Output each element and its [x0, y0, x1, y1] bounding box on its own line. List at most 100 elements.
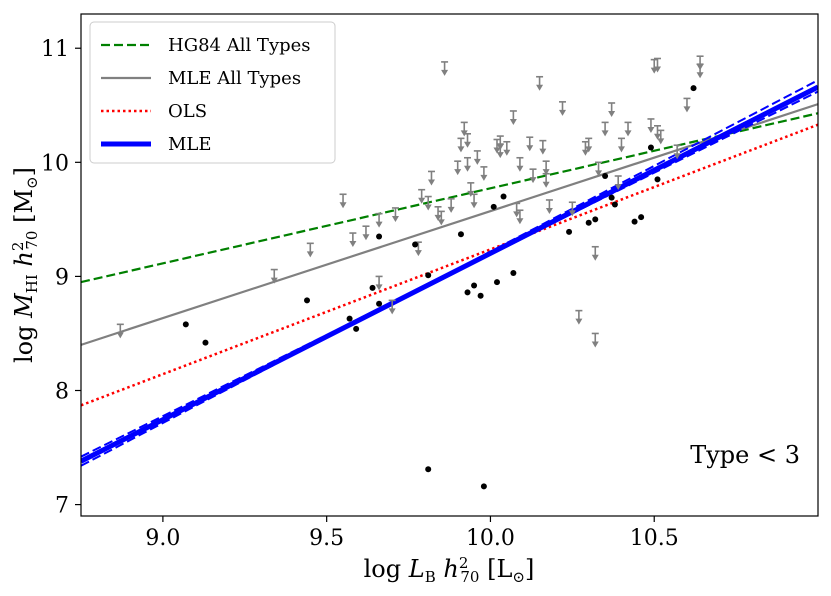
fit-line-4 — [81, 79, 818, 467]
upper-limit-head — [591, 254, 599, 261]
upper-limit-38 — [539, 139, 547, 155]
detection-point-24 — [631, 218, 638, 225]
y-tick-label-0: 7 — [55, 494, 69, 519]
upper-limit-9 — [391, 207, 399, 222]
upper-limit-55 — [653, 57, 661, 73]
upper-limit-31 — [509, 110, 517, 125]
upper-limit-head — [585, 146, 593, 153]
upper-limit-head — [617, 146, 625, 153]
upper-limit-head — [473, 158, 481, 165]
detection-point-17 — [510, 269, 517, 276]
upper-limit-61 — [575, 309, 583, 325]
upper-limit-head — [595, 170, 603, 177]
detection-point-16 — [500, 193, 507, 200]
detection-point-22 — [608, 194, 615, 201]
upper-limit-17 — [447, 198, 455, 213]
upper-limit-head — [624, 130, 632, 137]
upper-limit-head — [362, 234, 370, 241]
detection-point-3 — [346, 315, 353, 322]
upper-limit-head — [437, 219, 445, 226]
upper-limit-35 — [526, 136, 534, 152]
detection-point-0 — [182, 321, 189, 328]
upper-limit-head — [539, 148, 547, 155]
upper-limit-25 — [473, 150, 481, 165]
upper-limit-32 — [513, 202, 521, 218]
detection-point-26 — [647, 144, 654, 151]
upper-limit-48 — [601, 121, 609, 137]
upper-limit-42 — [559, 101, 567, 116]
legend-label-3: MLE — [168, 134, 212, 155]
upper-limit-head — [441, 69, 449, 76]
upper-limit-head — [414, 250, 422, 257]
upper-limit-head — [349, 241, 357, 248]
upper-limit-44 — [581, 140, 589, 156]
detection-point-15 — [493, 279, 500, 286]
upper-limit-29 — [496, 143, 504, 159]
upper-limit-head — [536, 84, 544, 91]
upper-limit-head — [657, 138, 665, 145]
upper-limit-50 — [614, 175, 622, 191]
upper-limit-45 — [585, 137, 593, 153]
upper-limit-head — [454, 169, 462, 176]
detection-point-12 — [471, 282, 478, 289]
upper-limit-head — [545, 207, 553, 214]
upper-limit-head — [542, 169, 550, 176]
upper-limit-19 — [457, 137, 465, 153]
upper-limit-12 — [424, 195, 432, 211]
y-tick-label-1: 8 — [55, 380, 69, 405]
upper-limit-2 — [306, 242, 314, 258]
upper-limit-30 — [503, 140, 511, 156]
upper-limit-21 — [464, 132, 472, 148]
upper-limit-37 — [536, 75, 544, 91]
upper-limit-0 — [116, 323, 124, 339]
upper-limit-60 — [696, 63, 704, 79]
upper-limit-head — [509, 118, 517, 125]
upper-limit-head — [542, 181, 550, 188]
y-tick-label-3: 10 — [41, 151, 69, 176]
upper-limit-head — [653, 66, 661, 73]
x-tick-label-3: 10.5 — [630, 526, 679, 551]
detection-point-20 — [592, 216, 599, 223]
upper-limit-head — [513, 211, 521, 218]
upper-limit-head — [614, 184, 622, 191]
detection-point-27 — [654, 176, 661, 183]
y-tick-label-2: 9 — [55, 265, 69, 290]
detection-point-18 — [566, 228, 573, 235]
detection-point-13 — [477, 292, 484, 299]
upper-limit-head — [464, 141, 472, 148]
detections — [182, 85, 697, 490]
detection-point-14 — [490, 203, 497, 210]
upper-limit-head — [601, 130, 609, 137]
upper-limit-head — [575, 318, 583, 325]
detection-point-5 — [369, 284, 376, 291]
upper-limit-head — [116, 332, 124, 339]
upper-limit-head — [653, 133, 661, 140]
upper-limit-head — [427, 179, 435, 186]
upper-limit-head — [388, 308, 396, 315]
upper-limit-head — [496, 152, 504, 159]
upper-limit-head — [306, 251, 314, 258]
detection-point-19 — [585, 219, 592, 226]
detection-point-6 — [376, 300, 383, 307]
upper-limit-3 — [339, 193, 347, 209]
detection-point-28 — [690, 85, 697, 92]
upper-limit-head — [464, 165, 472, 172]
legend-box — [89, 21, 336, 164]
upper-limit-head — [696, 72, 704, 79]
upper-limit-41 — [545, 199, 553, 214]
upper-limit-head — [591, 341, 599, 348]
upper-limit-5 — [362, 225, 370, 241]
upper-limit-22 — [464, 156, 472, 172]
upper-limit-head — [457, 146, 465, 153]
upper-limit-34 — [516, 156, 524, 172]
upper-limit-head — [470, 202, 478, 209]
x-tick-label-0: 9.0 — [145, 526, 180, 551]
upper-limit-head — [424, 204, 432, 211]
upper-limit-24 — [470, 193, 478, 209]
y-tick-label-4: 11 — [41, 37, 69, 62]
upper-limit-33 — [516, 209, 524, 225]
upper-limit-head — [529, 177, 537, 184]
detection-point-4 — [353, 325, 360, 332]
upper-limit-46 — [591, 245, 599, 261]
upper-limit-36 — [529, 168, 537, 184]
